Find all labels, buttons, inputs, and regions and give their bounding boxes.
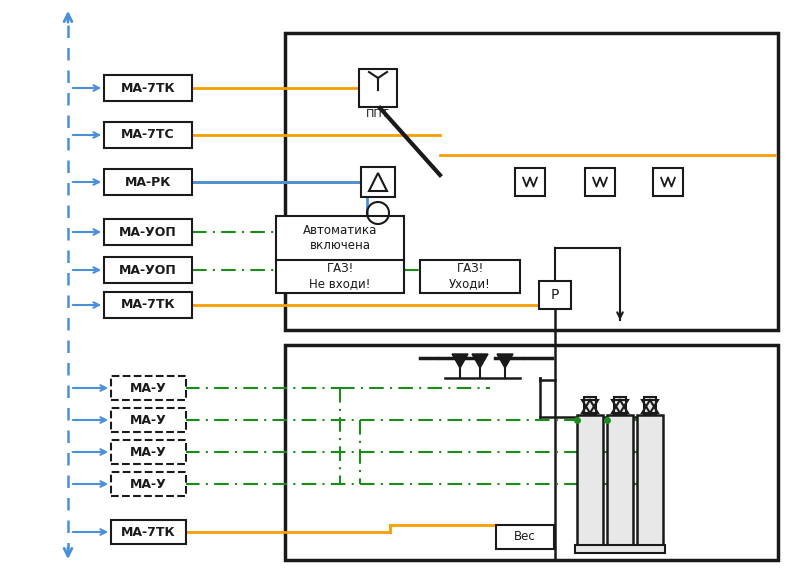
Text: МА-7ТК: МА-7ТК	[121, 526, 175, 538]
Text: МА-РК: МА-РК	[125, 176, 171, 188]
Polygon shape	[472, 354, 488, 368]
Text: ГАЗ!
Уходи!: ГАЗ! Уходи!	[449, 262, 491, 290]
Text: МА-7ТК: МА-7ТК	[121, 82, 175, 95]
Bar	[607, 415, 633, 545]
Bar	[104, 169, 192, 195]
Text: МА-7ТК: МА-7ТК	[121, 298, 175, 312]
Bar	[614, 397, 626, 415]
Text: ППТ: ППТ	[366, 109, 390, 119]
Bar	[276, 215, 404, 261]
Bar	[585, 168, 615, 196]
Bar	[653, 168, 683, 196]
Polygon shape	[452, 354, 468, 368]
Bar	[104, 292, 192, 318]
Bar	[110, 408, 186, 432]
Text: МА-У: МА-У	[130, 478, 166, 491]
Bar	[110, 440, 186, 464]
Bar	[515, 168, 545, 196]
Text: МА-УОП: МА-УОП	[119, 263, 177, 277]
Bar	[577, 415, 603, 545]
Bar	[496, 525, 554, 549]
Text: МА-У: МА-У	[130, 382, 166, 394]
Text: Автоматика
включена: Автоматика включена	[303, 224, 377, 252]
Bar	[361, 167, 395, 197]
Bar	[644, 397, 656, 415]
Text: МА-7ТС: МА-7ТС	[121, 129, 175, 142]
Bar	[110, 472, 186, 496]
Bar	[584, 397, 596, 415]
Bar	[539, 281, 571, 309]
Bar	[637, 415, 663, 545]
Bar	[575, 545, 665, 553]
Bar	[110, 520, 186, 544]
Text: МА-У: МА-У	[130, 413, 166, 426]
Text: ГАЗ!
Не входи!: ГАЗ! Не входи!	[310, 262, 370, 290]
Text: МА-У: МА-У	[130, 445, 166, 459]
Bar	[420, 259, 520, 293]
Text: Вес: Вес	[514, 530, 536, 544]
Bar	[104, 122, 192, 148]
Bar	[104, 257, 192, 283]
Bar	[285, 33, 778, 330]
Bar	[104, 219, 192, 245]
Bar	[359, 69, 397, 107]
Polygon shape	[497, 354, 513, 368]
Bar	[285, 345, 778, 560]
Bar	[276, 259, 404, 293]
Text: Р: Р	[551, 288, 559, 302]
Bar	[110, 376, 186, 400]
Text: МА-УОП: МА-УОП	[119, 226, 177, 239]
Bar	[104, 75, 192, 101]
